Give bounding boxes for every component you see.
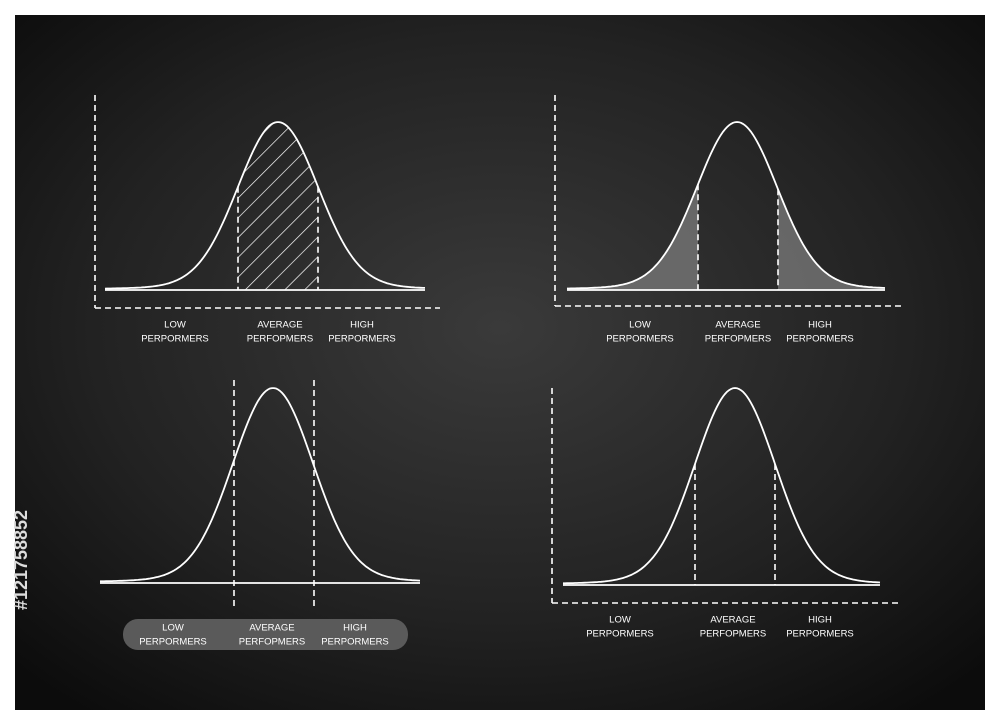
bell-curve: [104, 121, 425, 290]
label: PERPORMERS: [321, 637, 389, 648]
label: PERPORMERS: [606, 334, 674, 345]
label: LOW: [609, 615, 631, 626]
label: HIGH: [808, 615, 832, 626]
bell-curve: [567, 121, 886, 290]
label-pill: [123, 619, 408, 650]
label: HIGH: [343, 623, 367, 634]
label: PERPORMERS: [786, 334, 854, 345]
label: HIGH: [808, 320, 832, 331]
label: PERFOPMERS: [705, 334, 772, 345]
label: HIGH: [350, 320, 374, 331]
label: PERPORMERS: [786, 629, 854, 640]
label: AVERAGE: [715, 320, 760, 331]
bell-curve: [563, 387, 881, 585]
chalkboard: [15, 15, 985, 710]
label: AVERAGE: [249, 623, 294, 634]
high-tail: [778, 189, 885, 290]
label: PERPORMERS: [328, 334, 396, 345]
label: AVERAGE: [710, 615, 755, 626]
bell-curve: [100, 387, 421, 583]
label: PERFOPMERS: [239, 637, 306, 648]
label: PERPORMERS: [586, 629, 654, 640]
label: PERPORMERS: [141, 334, 209, 345]
label: PERPORMERS: [139, 637, 207, 648]
label: LOW: [162, 623, 184, 634]
label: PERFOPMERS: [700, 629, 767, 640]
label: LOW: [164, 320, 186, 331]
label: LOW: [629, 320, 651, 331]
stock-id: #121758852: [11, 510, 31, 610]
hatched-area: [238, 122, 318, 290]
low-tail: [567, 184, 698, 290]
label: PERFOPMERS: [247, 334, 314, 345]
label: AVERAGE: [257, 320, 302, 331]
